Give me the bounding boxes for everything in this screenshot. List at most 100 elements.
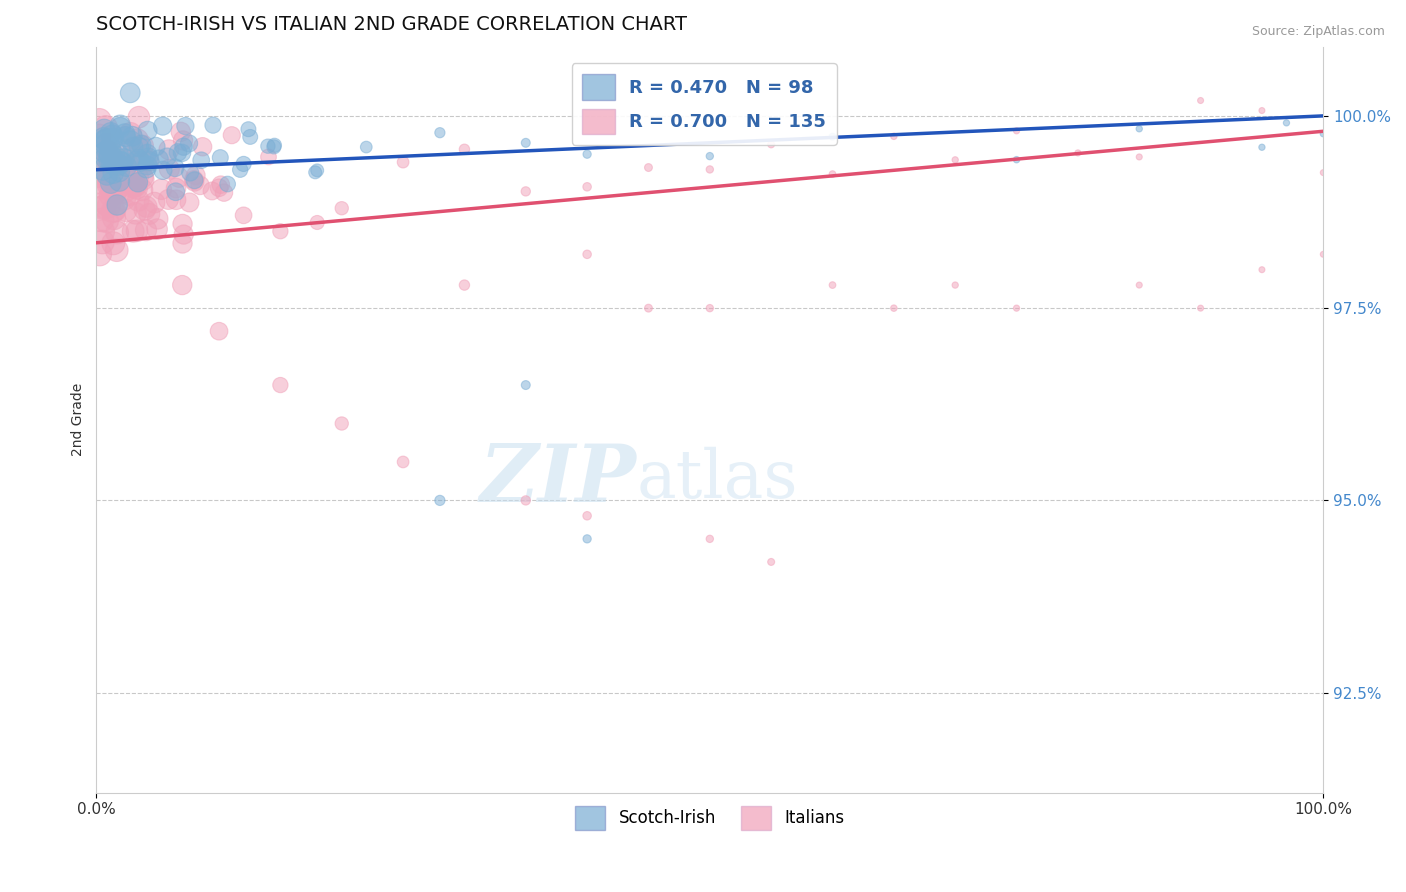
Point [183, 173, 205, 187]
Point [117, 143, 139, 157]
Point [104, 167, 127, 181]
Point [136, 158, 159, 172]
Point [1312, 166, 1334, 180]
Point [145, 139, 167, 153]
Point [515, 493, 537, 508]
Point [170, 125, 193, 139]
Point [128, 140, 150, 154]
Point [101, 203, 124, 218]
Point [94, 151, 117, 165]
Point [174, 119, 197, 133]
Point [100, 155, 122, 169]
Point [179, 195, 201, 210]
Point [143, 195, 166, 210]
Point [429, 126, 451, 140]
Point [1128, 121, 1150, 136]
Point [108, 156, 131, 170]
Point [212, 186, 235, 200]
Point [177, 136, 200, 151]
Point [1251, 103, 1274, 118]
Point [91, 225, 114, 239]
Point [1189, 94, 1212, 108]
Point [191, 140, 214, 154]
Point [89, 113, 111, 128]
Point [821, 278, 844, 293]
Point [101, 132, 124, 146]
Point [238, 122, 260, 136]
Point [103, 166, 125, 180]
Point [167, 145, 190, 160]
Point [97, 152, 120, 166]
Point [100, 181, 122, 195]
Point [91, 213, 114, 227]
Point [101, 128, 124, 143]
Point [165, 193, 187, 207]
Point [453, 278, 475, 293]
Point [118, 187, 141, 202]
Point [103, 132, 125, 146]
Point [138, 150, 160, 164]
Point [94, 133, 117, 147]
Point [1312, 127, 1334, 141]
Point [304, 165, 326, 179]
Point [114, 203, 136, 218]
Point [136, 146, 159, 161]
Point [209, 151, 232, 165]
Point [98, 158, 121, 172]
Point [100, 176, 122, 190]
Point [138, 153, 160, 168]
Point [183, 173, 205, 187]
Point [136, 124, 159, 138]
Point [98, 140, 121, 154]
Point [93, 200, 115, 214]
Point [131, 169, 153, 184]
Point [100, 126, 122, 140]
Point [759, 555, 782, 569]
Point [98, 178, 121, 192]
Point [202, 118, 225, 132]
Text: SCOTCH-IRISH VS ITALIAN 2ND GRADE CORRELATION CHART: SCOTCH-IRISH VS ITALIAN 2ND GRADE CORREL… [97, 15, 688, 34]
Point [125, 153, 148, 168]
Point [129, 154, 152, 169]
Point [330, 417, 353, 431]
Point [699, 301, 721, 315]
Point [97, 199, 120, 213]
Point [229, 162, 252, 177]
Point [269, 224, 291, 238]
Point [637, 161, 659, 175]
Point [115, 153, 138, 168]
Point [94, 145, 117, 160]
Point [172, 278, 194, 293]
Point [883, 301, 905, 315]
Point [943, 278, 966, 293]
Point [114, 192, 136, 206]
Point [103, 236, 125, 251]
Point [122, 224, 145, 238]
Point [125, 178, 148, 193]
Point [96, 168, 118, 182]
Point [263, 140, 285, 154]
Point [699, 532, 721, 546]
Point [128, 110, 150, 124]
Point [96, 214, 118, 228]
Point [576, 179, 599, 194]
Point [165, 185, 187, 199]
Point [94, 120, 117, 135]
Point [125, 224, 148, 238]
Point [104, 186, 127, 200]
Point [117, 159, 139, 173]
Point [1005, 124, 1028, 138]
Point [94, 144, 117, 158]
Point [132, 138, 155, 153]
Point [239, 130, 262, 145]
Point [103, 148, 125, 162]
Point [97, 153, 120, 167]
Point [125, 181, 148, 195]
Point [172, 217, 194, 231]
Point [121, 129, 143, 144]
Point [135, 200, 157, 214]
Point [110, 154, 132, 169]
Point [172, 236, 194, 251]
Point [103, 203, 125, 218]
Point [1128, 278, 1150, 293]
